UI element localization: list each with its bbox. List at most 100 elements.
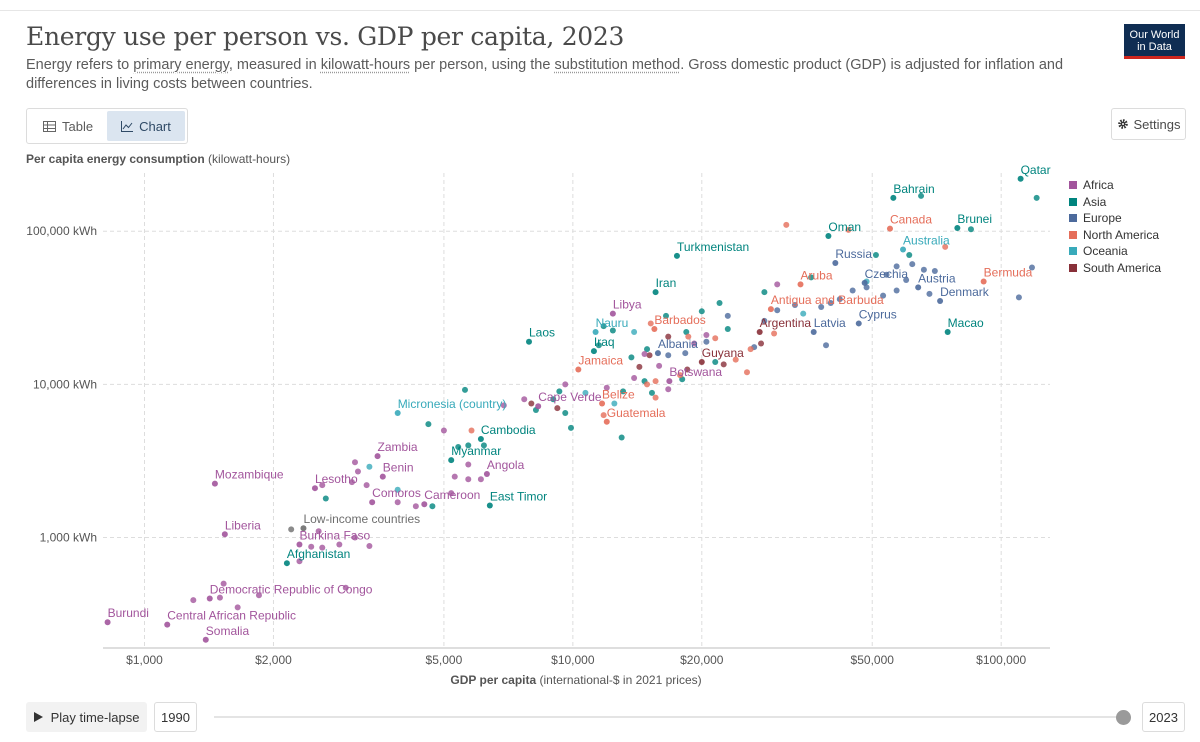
data-point[interactable] <box>582 389 589 396</box>
data-point[interactable] <box>234 604 241 611</box>
substitution-method-link[interactable]: substitution method <box>554 57 681 73</box>
data-point-botswana[interactable] <box>666 378 673 385</box>
data-point[interactable] <box>677 372 684 379</box>
data-point[interactable] <box>808 274 815 281</box>
data-point-iraq[interactable] <box>590 348 597 355</box>
data-point-iran[interactable] <box>652 289 659 296</box>
data-point[interactable] <box>451 473 458 480</box>
data-point[interactable] <box>288 526 295 533</box>
tab-table[interactable]: Table <box>29 111 107 141</box>
data-point[interactable] <box>550 396 557 403</box>
data-point[interactable] <box>665 386 672 393</box>
data-point-guyana[interactable] <box>698 359 705 366</box>
legend-item-south-america[interactable]: South America <box>1069 260 1161 277</box>
data-point[interactable] <box>909 261 916 268</box>
data-point[interactable] <box>880 292 887 299</box>
data-point-bermuda[interactable] <box>980 278 987 285</box>
data-point[interactable] <box>872 251 879 258</box>
data-point[interactable] <box>845 226 852 233</box>
data-point-turkmenistan[interactable] <box>673 252 680 259</box>
data-point[interactable] <box>883 271 890 278</box>
data-point-cameroon[interactable] <box>421 501 428 508</box>
play-button[interactable]: Play time-lapse <box>26 702 147 732</box>
data-point-cyprus[interactable] <box>855 320 862 327</box>
data-point[interactable] <box>620 388 627 395</box>
data-point[interactable] <box>319 544 326 551</box>
data-point-liberia[interactable] <box>221 531 228 538</box>
data-point[interactable] <box>920 266 927 273</box>
data-point-zambia[interactable] <box>374 453 381 460</box>
data-point[interactable] <box>348 479 355 486</box>
data-point[interactable] <box>761 317 768 324</box>
data-point[interactable] <box>618 434 625 441</box>
data-point[interactable] <box>836 296 843 303</box>
legend-item-europe[interactable]: Europe <box>1069 210 1161 227</box>
data-point[interactable] <box>554 405 561 412</box>
data-point[interactable] <box>758 340 765 347</box>
data-point-central-african-republic[interactable] <box>164 621 171 628</box>
data-point[interactable] <box>216 594 223 601</box>
primary-energy-link[interactable]: primary energy <box>133 57 229 73</box>
data-point-antigua-and-barbuda[interactable] <box>767 306 774 313</box>
data-point-macao[interactable] <box>944 328 951 335</box>
data-point[interactable] <box>682 350 689 357</box>
data-point[interactable] <box>644 381 651 388</box>
data-point[interactable] <box>595 342 602 349</box>
legend-item-asia[interactable]: Asia <box>1069 194 1161 211</box>
data-point-democratic-republic-of-congo[interactable] <box>206 595 213 602</box>
data-point[interactable] <box>448 490 455 497</box>
data-point[interactable] <box>465 461 472 468</box>
data-point-jamaica[interactable] <box>575 366 582 373</box>
data-point[interactable] <box>893 263 900 270</box>
data-point[interactable] <box>703 332 710 339</box>
data-point[interactable] <box>461 386 468 393</box>
data-point-lesotho[interactable] <box>311 485 318 492</box>
data-point[interactable] <box>609 327 616 334</box>
data-point[interactable] <box>906 251 913 258</box>
data-point[interactable] <box>336 541 343 548</box>
data-point[interactable] <box>342 584 349 591</box>
data-point-albania[interactable] <box>654 350 661 357</box>
data-point[interactable] <box>429 503 436 510</box>
data-point-burundi[interactable] <box>104 619 111 626</box>
data-point[interactable] <box>528 400 535 407</box>
data-point[interactable] <box>691 340 698 347</box>
data-point-australia[interactable] <box>900 246 907 253</box>
data-point-latvia[interactable] <box>810 328 817 335</box>
data-point-libya[interactable] <box>609 310 616 317</box>
data-point[interactable] <box>783 221 790 228</box>
data-point[interactable] <box>646 352 653 359</box>
data-point[interactable] <box>562 410 569 417</box>
data-point[interactable] <box>903 277 910 284</box>
data-point-cape-verde[interactable] <box>535 403 542 410</box>
data-point-guatemala[interactable] <box>603 418 610 425</box>
data-point[interactable] <box>747 346 754 353</box>
data-point-belize[interactable] <box>599 400 606 407</box>
data-point-czechia[interactable] <box>861 279 868 286</box>
data-point[interactable] <box>743 369 750 376</box>
data-point[interactable] <box>712 335 719 342</box>
data-point-barbados[interactable] <box>651 325 658 332</box>
owid-logo[interactable]: Our World in Data <box>1124 24 1185 59</box>
data-point[interactable] <box>942 243 949 250</box>
data-point[interactable] <box>440 427 447 434</box>
data-point[interactable] <box>761 289 768 296</box>
data-point-canada[interactable] <box>886 225 893 232</box>
data-point[interactable] <box>849 287 856 294</box>
data-point[interactable] <box>716 299 723 306</box>
data-point[interactable] <box>425 421 432 428</box>
data-point-low-income-countries[interactable] <box>300 525 307 532</box>
data-point-austria[interactable] <box>915 284 922 291</box>
data-point[interactable] <box>394 499 401 506</box>
start-year[interactable]: 1990 <box>154 702 197 732</box>
data-point[interactable] <box>480 442 487 449</box>
data-point[interactable] <box>600 412 607 419</box>
data-point[interactable] <box>724 312 731 319</box>
data-point[interactable] <box>600 323 607 330</box>
data-point-laos[interactable] <box>526 338 533 345</box>
kilowatt-hours-link[interactable]: kilowatt-hours <box>320 57 411 73</box>
data-point[interactable] <box>308 543 315 550</box>
data-point[interactable] <box>190 597 197 604</box>
data-point[interactable] <box>1015 294 1022 301</box>
data-point-angola[interactable] <box>483 470 490 477</box>
